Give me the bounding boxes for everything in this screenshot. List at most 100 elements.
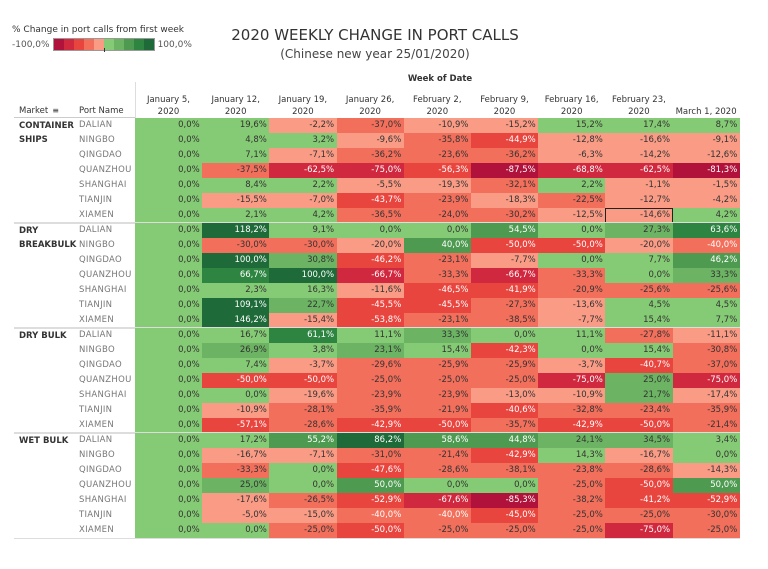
heatmap-cell[interactable]: 22,7% [269,298,338,313]
heatmap-cell[interactable]: -31,0% [336,448,405,463]
heatmap-cell[interactable]: -57,1% [202,418,270,433]
heatmap-cell[interactable]: 30,8% [269,253,338,268]
heatmap-cell[interactable]: 0,0% [471,478,539,493]
heatmap-cell[interactable]: -44,9% [471,133,539,148]
heatmap-cell[interactable]: 0,0% [135,388,203,403]
heatmap-cell[interactable]: 50,0% [672,478,741,493]
heatmap-cell[interactable]: 33,3% [672,268,741,283]
heatmap-cell[interactable]: -10,9% [538,388,606,403]
heatmap-cell[interactable]: -32,1% [471,178,539,193]
heatmap-cell[interactable]: 4,5% [672,298,741,313]
heatmap-cell[interactable]: 34,5% [605,433,674,448]
heatmap-cell[interactable]: -28,6% [403,463,472,478]
heatmap-cell[interactable]: -17,4% [672,388,741,403]
heatmap-cell[interactable]: -56,3% [403,163,472,178]
heatmap-cell[interactable]: -33,3% [538,268,606,283]
heatmap-cell[interactable]: 15,4% [605,343,674,358]
heatmap-cell[interactable]: -37,5% [202,163,270,178]
heatmap-cell[interactable]: -16,7% [202,448,270,463]
heatmap-cell[interactable]: -32,8% [538,403,606,418]
heatmap-cell[interactable]: 40,0% [403,238,472,253]
heatmap-cell[interactable]: 0,0% [135,478,203,493]
heatmap-cell[interactable]: 2,3% [202,283,270,298]
heatmap-cell[interactable]: -35,8% [403,133,472,148]
heatmap-cell[interactable]: -25,9% [403,358,472,373]
heatmap-cell[interactable]: -42,9% [471,448,539,463]
heatmap-cell[interactable]: -25,0% [471,523,539,538]
heatmap-cell[interactable]: 0,0% [135,148,203,163]
heatmap-cell[interactable]: 0,0% [135,178,203,193]
heatmap-cell[interactable]: 0,0% [538,343,606,358]
heatmap-cell[interactable]: 61,1% [269,328,338,343]
heatmap-cell[interactable]: 7,4% [202,358,270,373]
heatmap-cell[interactable]: -52,9% [672,493,741,508]
heatmap-cell[interactable]: -23,6% [403,148,472,163]
heatmap-cell[interactable]: -30,0% [672,508,741,523]
heatmap-cell[interactable]: 0,0% [135,208,203,223]
heatmap-cell[interactable]: 109,1% [202,298,270,313]
heatmap-cell[interactable]: -28,6% [605,463,674,478]
heatmap-cell[interactable]: -30,8% [672,343,741,358]
heatmap-cell[interactable]: 0,0% [135,418,203,433]
heatmap-cell[interactable]: -75,0% [538,373,606,388]
heatmap-cell[interactable]: -25,9% [471,358,539,373]
heatmap-cell[interactable]: 0,0% [135,268,203,283]
heatmap-cell[interactable]: 0,0% [135,463,203,478]
heatmap-cell[interactable]: 0,0% [135,133,203,148]
heatmap-cell[interactable]: -53,8% [336,313,405,328]
heatmap-cell[interactable]: -52,9% [336,493,405,508]
heatmap-cell[interactable]: 0,0% [269,463,338,478]
heatmap-cell[interactable]: 0,0% [135,118,203,133]
heatmap-cell[interactable]: -37,0% [336,118,405,133]
heatmap-cell[interactable]: -7,1% [269,148,338,163]
heatmap-cell[interactable]: 3,2% [269,133,338,148]
heatmap-cell[interactable]: -40,0% [403,508,472,523]
heatmap-cell[interactable]: -35,9% [336,403,405,418]
heatmap-cell[interactable]: -25,0% [471,373,539,388]
heatmap-cell[interactable]: -21,4% [672,418,741,433]
heatmap-cell[interactable]: -10,9% [202,403,270,418]
heatmap-cell[interactable]: -38,1% [471,463,539,478]
heatmap-cell[interactable]: -45,0% [471,508,539,523]
heatmap-cell[interactable]: -50,0% [538,238,606,253]
heatmap-cell[interactable]: 2,1% [202,208,270,223]
heatmap-cell[interactable]: -17,6% [202,493,270,508]
heatmap-cell[interactable]: -40,7% [605,358,674,373]
heatmap-cell[interactable]: -25,0% [538,523,606,538]
heatmap-cell[interactable]: -27,3% [471,298,539,313]
heatmap-cell[interactable]: -5,5% [336,178,405,193]
heatmap-cell[interactable]: -38,5% [471,313,539,328]
heatmap-cell[interactable]: -20,0% [605,238,674,253]
heatmap-cell[interactable]: -45,5% [336,298,405,313]
heatmap-cell[interactable]: -27,8% [605,328,674,343]
heatmap-cell[interactable]: 11,1% [538,328,606,343]
heatmap-cell[interactable]: -2,2% [269,118,338,133]
heatmap-cell[interactable]: -6,3% [538,148,606,163]
heatmap-cell[interactable]: -50,0% [605,478,674,493]
sort-icon[interactable]: ≡ [52,106,59,115]
heatmap-cell[interactable]: 0,0% [135,253,203,268]
heatmap-cell[interactable]: -66,7% [471,268,539,283]
heatmap-cell[interactable]: -25,0% [672,523,741,538]
heatmap-cell[interactable]: -15,0% [269,508,338,523]
heatmap-cell[interactable]: -15,4% [269,313,338,328]
heatmap-cell[interactable]: -40,0% [336,508,405,523]
heatmap-cell[interactable]: -20,9% [538,283,606,298]
heatmap-cell[interactable]: 16,7% [202,328,270,343]
heatmap-cell[interactable]: -66,7% [336,268,405,283]
heatmap-cell[interactable]: 0,0% [135,313,203,328]
heatmap-cell[interactable]: -50,0% [403,418,472,433]
heatmap-cell[interactable]: -12,5% [538,208,606,223]
heatmap-cell[interactable]: -1,5% [672,178,741,193]
heatmap-cell[interactable]: -25,6% [605,283,674,298]
heatmap-cell[interactable]: 0,0% [135,283,203,298]
heatmap-cell[interactable]: 21,7% [605,388,674,403]
heatmap-cell[interactable]: 4,8% [202,133,270,148]
heatmap-cell[interactable]: 3,4% [672,433,741,448]
heatmap-cell[interactable]: 15,4% [403,343,472,358]
heatmap-cell[interactable]: 3,8% [269,343,338,358]
heatmap-cell[interactable]: -35,7% [471,418,539,433]
heatmap-cell[interactable]: -81,3% [672,163,741,178]
heatmap-cell[interactable]: -50,0% [202,373,270,388]
heatmap-cell[interactable]: 11,1% [336,328,405,343]
